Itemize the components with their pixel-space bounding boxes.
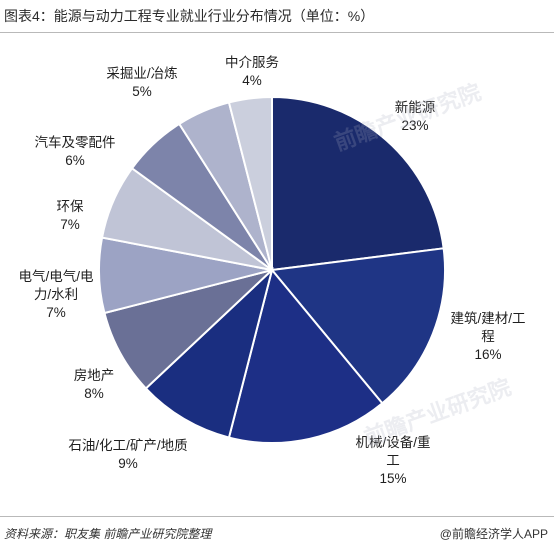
slice-category-label: 力/水利 [34,287,78,302]
slice-category-label: 工 [386,453,400,468]
slice-label: 汽车及零配件 6% [35,134,116,168]
slice-label: 石油/化工/矿产/地质 9% [68,438,187,471]
slice-value-label: 16% [474,347,501,362]
slice-category-label: 房地产 [74,368,115,383]
brand-credit: @前瞻经济学人APP [439,527,548,541]
pie-slice [144,266,274,439]
slice-category-label: 机械/设备/重 [355,434,430,450]
slice-category-label: 环保 [57,199,84,214]
slice-label: 房地产 8% [74,368,115,401]
slice-value-label: 5% [132,84,152,99]
slice-label: 中介服务 4% [225,55,279,88]
slice-value-label: 15% [379,471,406,486]
chart-title: 图表4：能源与动力工程专业就业行业分布情况（单位：%） [4,8,375,24]
slice-category-label: 建筑/建材/工 [450,311,525,326]
slice-category-label: 电气/电气/电 [18,269,93,284]
slice-label: 环保 7% [57,199,84,232]
slice-value-label: 6% [65,153,85,168]
slice-value-label: 8% [84,386,104,401]
pie-chart: 新能源 23% 建筑/建材/工程 16% 机械/设备/重工 15% 石油/化工/矿产/地质 9… [18,55,525,486]
slice-category-label: 石油/化工/矿产/地质 [68,438,187,453]
source-note: 资料来源：职友集 前瞻产业研究院整理 [4,527,212,541]
pie-slice [270,247,447,405]
slice-value-label: 4% [242,73,262,88]
pie-slice [227,267,384,444]
pie-slice [227,95,273,271]
slice-category-label: 新能源 [395,100,436,115]
slice-value-label: 9% [118,456,138,471]
slice-label: 采掘业/冶炼 5% [106,66,177,99]
slice-label: 电气/电气/电力/水利 7% [18,269,93,320]
slice-value-label: 23% [401,118,428,133]
slice-category-label: 汽车及零配件 [35,134,116,150]
slice-label: 新能源 23% [395,100,436,133]
slice-category-label: 程 [481,329,495,344]
slice-label: 建筑/建材/工程 16% [450,311,525,362]
slice-label: 机械/设备/重工 15% [355,434,430,486]
slice-category-label: 中介服务 [225,55,279,70]
slice-value-label: 7% [46,305,66,320]
slice-category-label: 采掘业/冶炼 [106,66,177,81]
slice-value-label: 7% [60,217,80,232]
footer: 资料来源：职友集 前瞻产业研究院整理 @前瞻经济学人APP [0,516,554,550]
pie-slice [271,95,445,272]
title-divider [0,32,554,33]
